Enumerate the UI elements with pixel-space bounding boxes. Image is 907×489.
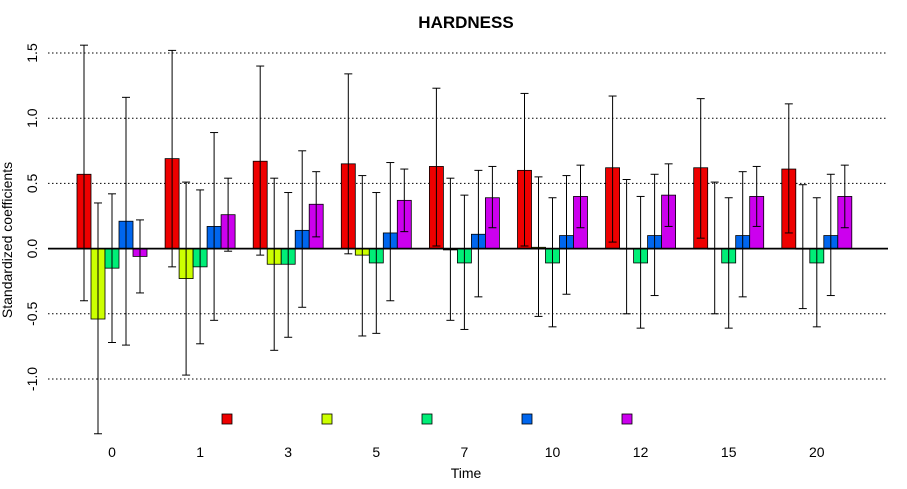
x-tick-label: 10 xyxy=(545,444,561,460)
legend-key xyxy=(421,413,433,425)
y-axis-label: Standardized coefficients xyxy=(0,162,15,318)
x-tick-label: 1 xyxy=(196,444,204,460)
gridlines xyxy=(48,52,888,380)
y-tick-label: 0.0 xyxy=(24,239,40,259)
x-tick-label: 20 xyxy=(809,444,825,460)
legend-key xyxy=(621,413,633,425)
x-axis-label: Time xyxy=(451,465,482,481)
y-tick-labels: -1.0 -0.5 0.0 0.5 1.0 1.5 xyxy=(24,43,40,391)
x-tick-label: 15 xyxy=(721,444,737,460)
x-tick-labels: 0 1 3 5 7 10 12 15 20 xyxy=(108,444,825,460)
x-tick-label: 0 xyxy=(108,444,116,460)
y-tick-label: 1.5 xyxy=(24,43,40,63)
x-tick-label: 5 xyxy=(372,444,380,460)
x-tick-label: 12 xyxy=(633,444,649,460)
error-bars xyxy=(80,44,849,435)
legend-key xyxy=(521,413,533,425)
y-tick-label: 0.5 xyxy=(24,173,40,193)
y-tick-label: -1.0 xyxy=(24,367,40,391)
legend xyxy=(221,413,633,425)
legend-key xyxy=(321,413,333,425)
y-tick-label: 1.0 xyxy=(24,108,40,128)
legend-key xyxy=(221,413,233,425)
x-tick-label: 3 xyxy=(284,444,292,460)
x-tick-label: 7 xyxy=(461,444,469,460)
y-tick-label: -0.5 xyxy=(24,302,40,326)
chart-title: HARDNESS xyxy=(418,13,513,32)
